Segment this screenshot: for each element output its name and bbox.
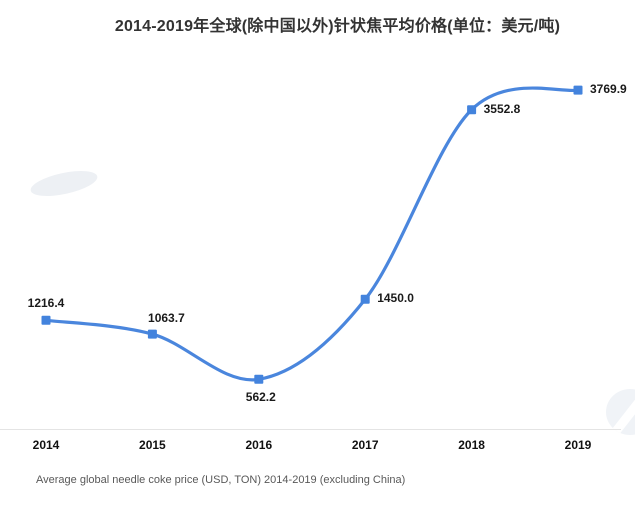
data-point-marker (467, 105, 477, 115)
data-label-2014: 1216.4 (27, 296, 65, 311)
data-point-marker (254, 374, 264, 384)
data-label-2017: 1450.0 (377, 291, 414, 306)
data-label-2018: 3552.8 (483, 101, 521, 116)
data-point-marker (573, 85, 583, 95)
x-axis-tick-2014: 2014 (32, 438, 60, 452)
data-point-marker (360, 294, 370, 304)
data-label-2019: 3769.9 (590, 82, 627, 97)
chart-caption: Average global needle coke price (USD, T… (36, 474, 406, 486)
data-point-marker (147, 329, 157, 339)
chart-title: 2014-2019年全球(除中国以外)针状焦平均价格(单位：美元/吨) (114, 18, 561, 35)
data-label-2016: 562.2 (245, 390, 276, 405)
x-axis-tick-2018: 2018 (458, 438, 485, 452)
data-point-marker (41, 315, 51, 325)
x-axis-tick-2019: 2019 (564, 438, 592, 452)
data-label-2015: 1063.7 (148, 311, 185, 326)
x-axis-tick-2015: 2015 (139, 438, 166, 452)
x-axis-line (0, 429, 621, 430)
x-axis-tick-2017: 2017 (351, 438, 379, 452)
x-axis-tick-2016: 2016 (245, 438, 273, 452)
price-line (44, 86, 580, 382)
